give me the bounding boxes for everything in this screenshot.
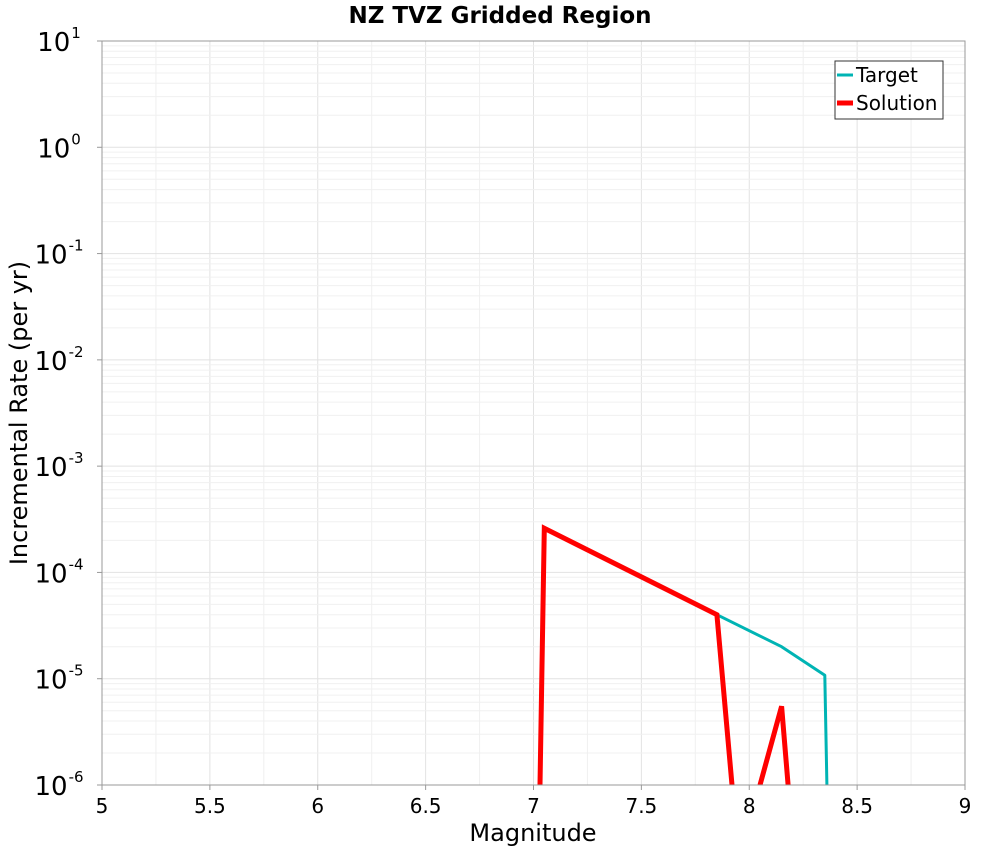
x-tick-label: 8.5 — [841, 794, 873, 818]
series-layer — [537, 524, 829, 785]
grid-lines — [102, 41, 965, 785]
y-tick-label: 10-2 — [34, 343, 83, 377]
x-tick-label: 8 — [743, 794, 756, 818]
y-axis-ticks: 10-6 10-5 10-4 10-3 10-2 10-1 100 101 — [34, 24, 102, 802]
x-tick-label: 6.5 — [410, 794, 442, 818]
legend-label-target: Target — [855, 63, 918, 87]
legend: Target Solution — [834, 60, 944, 120]
y-tick-label: 10-6 — [34, 768, 83, 802]
x-tick-label: 7.5 — [625, 794, 657, 818]
chart-title: NZ TVZ Gridded Region — [348, 3, 651, 29]
x-tick-label: 5 — [96, 794, 109, 818]
x-axis-label: Magnitude — [469, 819, 596, 847]
y-tick-label: 101 — [37, 24, 81, 58]
y-tick-label: 10-1 — [34, 237, 83, 271]
x-tick-label: 5.5 — [194, 794, 226, 818]
series-line-solution-segment-0 — [537, 524, 735, 785]
legend-label-solution: Solution — [856, 91, 937, 115]
y-axis-label: Incremental Rate (per yr) — [5, 261, 33, 565]
x-axis-ticks: 5 5.5 6 6.5 7 7.5 8 8.5 9 — [96, 785, 972, 818]
y-tick-label: 10-4 — [34, 555, 83, 589]
x-tick-label: 6 — [311, 794, 324, 818]
x-tick-label: 9 — [959, 794, 972, 818]
y-tick-label: 10-5 — [34, 662, 83, 696]
legend-box — [834, 60, 944, 120]
y-tick-label: 10-3 — [34, 449, 83, 483]
x-tick-label: 7 — [527, 794, 540, 818]
y-tick-label: 100 — [37, 130, 81, 164]
series-line-solution-segment-1 — [757, 705, 791, 785]
